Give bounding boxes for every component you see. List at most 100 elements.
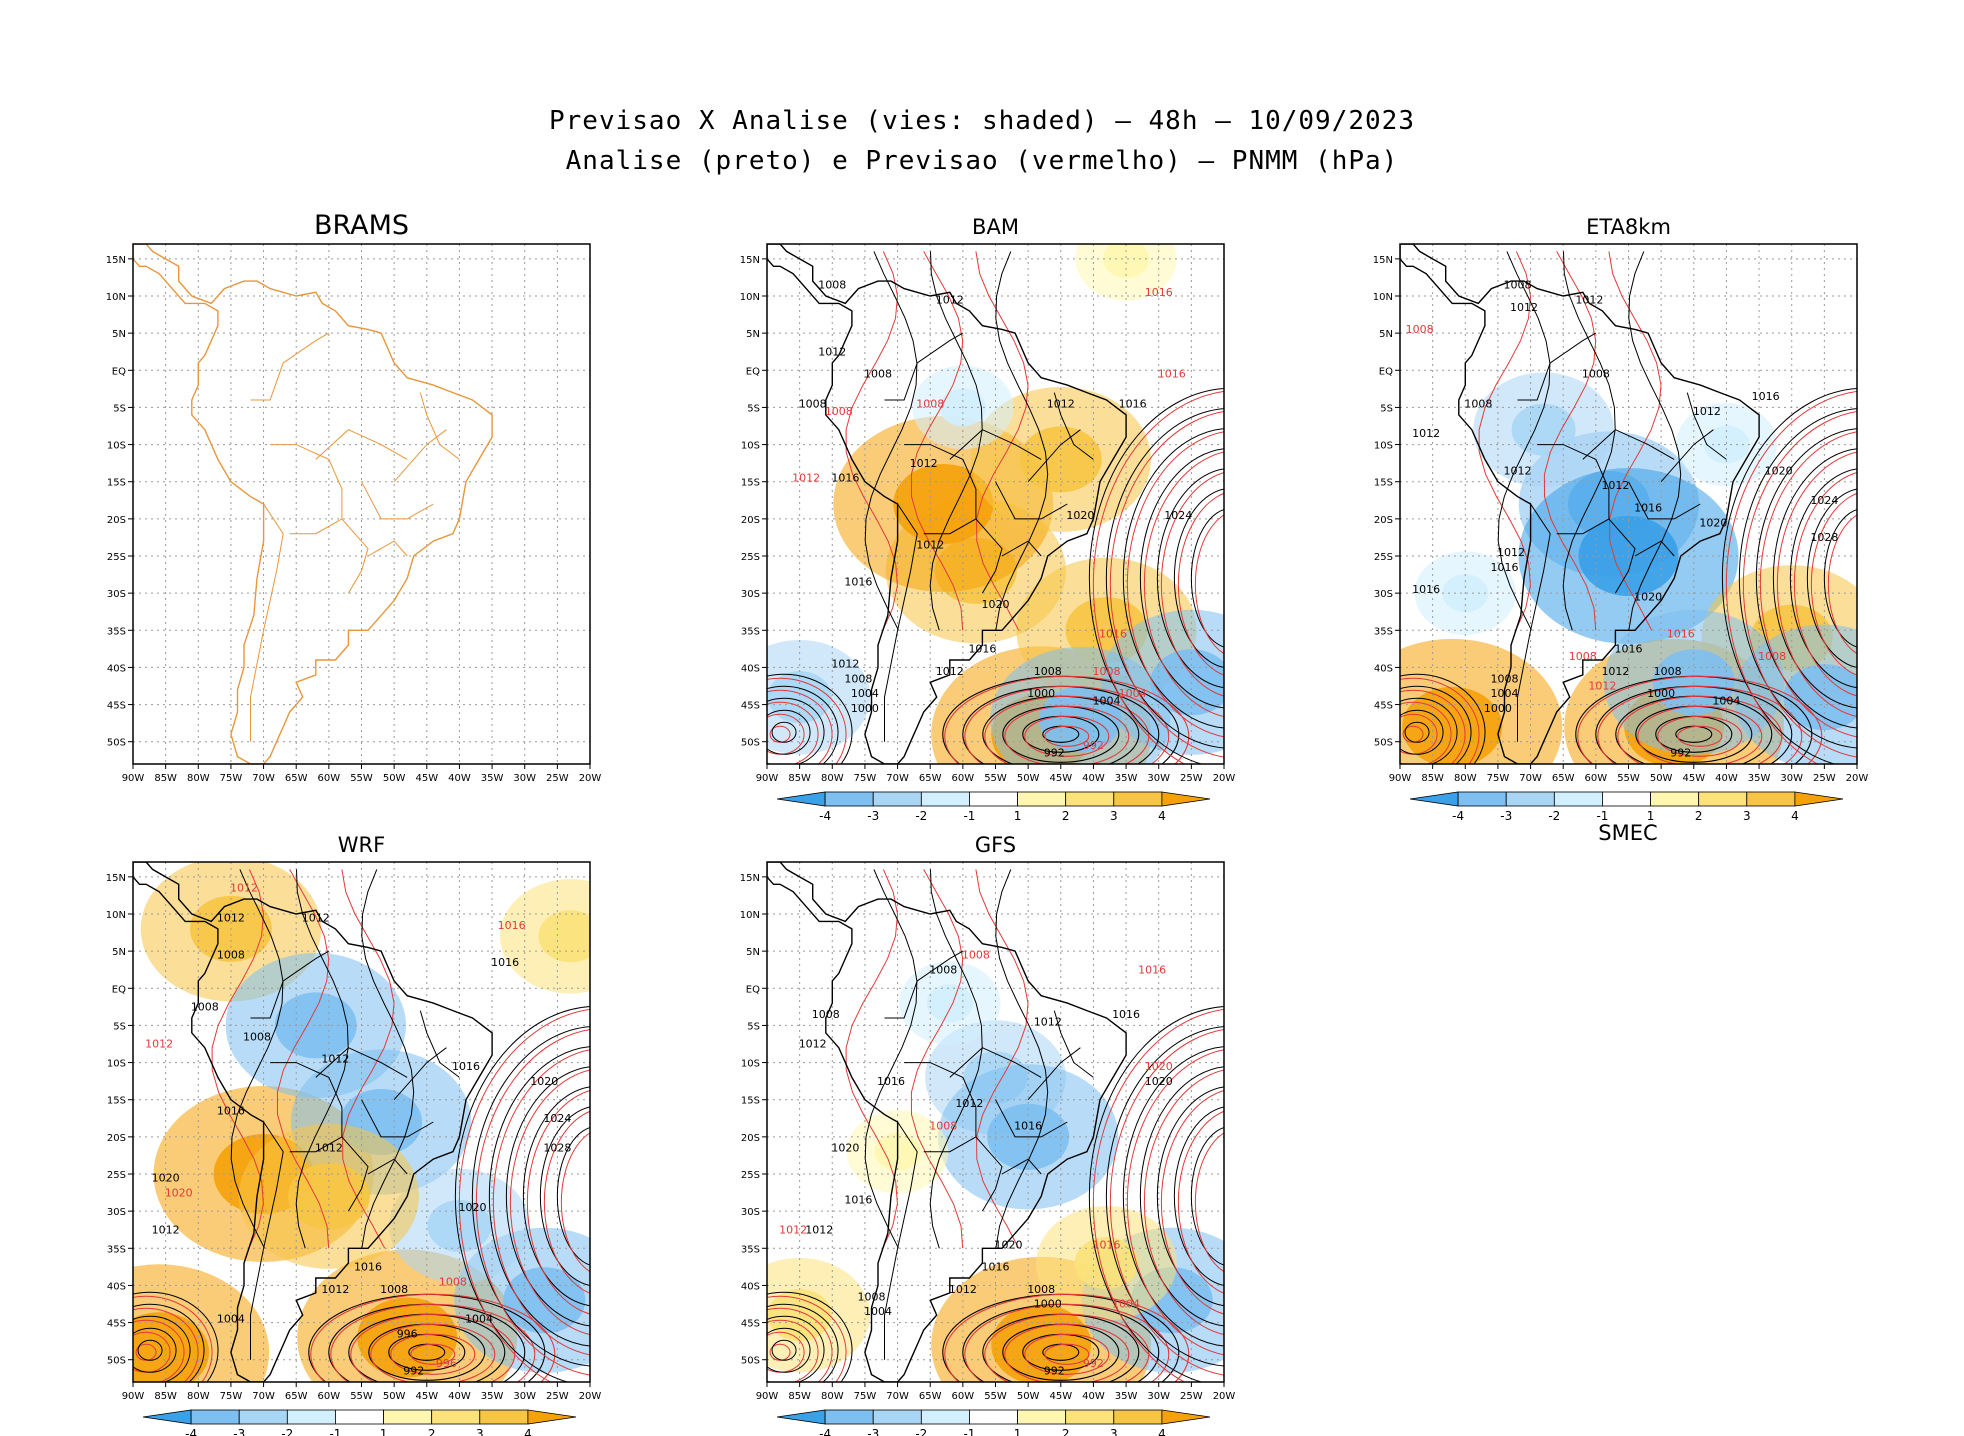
- colorbar-bin: [920, 791, 970, 807]
- coastline: [1400, 244, 1760, 764]
- y-tick-label: 45S: [107, 1319, 126, 1330]
- analysis-isobar-label: 992: [1044, 1365, 1065, 1378]
- smec-label: SMEC: [1598, 821, 1657, 845]
- forecast-isobar: [1126, 431, 1224, 738]
- forecast-isobar: [1725, 390, 1857, 764]
- country-border: [361, 481, 434, 520]
- forecast-isobar: [526, 1090, 590, 1315]
- bias-shade: [287, 1163, 370, 1230]
- colorbar-bin: [335, 1409, 384, 1425]
- analysis-isobar-label: 1008: [380, 1283, 408, 1296]
- forecast-isobar: [944, 675, 1190, 764]
- analysis-isobar-label: 1016: [1014, 1119, 1042, 1132]
- analysis-isobar-label: 1012: [1601, 479, 1629, 492]
- forecast-isobar: [1092, 390, 1224, 764]
- colorbar-bin: [286, 1409, 336, 1425]
- x-tick-label: 45W: [415, 1391, 438, 1402]
- analysis-isobar-label: 1016: [1615, 643, 1643, 656]
- analysis-isobar-label: 1028: [543, 1142, 571, 1155]
- y-tick-label: 30S: [107, 589, 126, 600]
- x-tick-label: 35W: [481, 773, 504, 784]
- panel-title: BAM: [972, 215, 1019, 239]
- analysis-isobar-label: 1000: [1647, 687, 1675, 700]
- bias-shade: [1783, 664, 1857, 731]
- y-tick-label: 15N: [740, 255, 760, 266]
- analysis-isobar-label: 1008: [929, 963, 957, 976]
- analysis-isobar-label: 1024: [1810, 494, 1838, 507]
- y-tick-label: 25S: [1374, 552, 1393, 563]
- analysis-isobar-label: 1012: [910, 457, 938, 470]
- y-tick-label: 15S: [1374, 478, 1393, 489]
- panel-brams: BRAMS 90W 85W 80W 75W 70W 65W 60W 55W 50W 45W 40W 35…: [106, 210, 602, 784]
- analysis-isobar: [133, 1291, 219, 1382]
- bias-shade: [1703, 425, 1750, 464]
- x-tick-label: 90W: [122, 1391, 145, 1402]
- analysis-isobar-label: 1012: [831, 657, 859, 670]
- forecast-isobar-label: 1008: [916, 397, 944, 410]
- y-tick-label: 10S: [107, 441, 126, 452]
- analysis-isobar: [1156, 1086, 1224, 1307]
- analysis-isobar-label: 1008: [1464, 397, 1492, 410]
- colorbar-tick-label: -2: [1548, 809, 1560, 823]
- forecast-isobar-label: 992: [1083, 1357, 1104, 1370]
- analysis-isobar-label: 1016: [877, 1075, 905, 1088]
- colorbar-tick-label: 1: [1014, 809, 1022, 823]
- x-tick-label: 75W: [1487, 773, 1510, 784]
- analysis-isobar: [539, 1106, 590, 1287]
- forecast-isobar: [1478, 251, 1532, 631]
- forecast-isobar: [1742, 411, 1857, 758]
- y-tick-label: 15N: [106, 873, 126, 884]
- analysis-isobar-label: 1012: [1510, 301, 1538, 314]
- colorbar-bin: [1017, 791, 1067, 807]
- analysis-isobar-label: 1008: [818, 279, 846, 292]
- country-border: [367, 1158, 408, 1175]
- analysis-isobar: [230, 869, 284, 1249]
- bias-shade: [1511, 403, 1576, 456]
- forecast-isobar: [1194, 1132, 1224, 1273]
- forecast-isobar: [133, 1295, 213, 1382]
- colorbar-bin: [431, 1409, 481, 1425]
- country-border: [250, 1121, 284, 1360]
- colorbar-tick-label: -2: [281, 1427, 293, 1436]
- forecast-isobar: [1577, 675, 1823, 764]
- x-tick-label: 60W: [952, 773, 975, 784]
- country-border: [393, 429, 447, 483]
- y-tick-label: 45S: [741, 701, 760, 712]
- forecast-isobar-label: 1008: [825, 405, 853, 418]
- analysis-isobar: [771, 721, 797, 743]
- forecast-isobar: [1657, 715, 1743, 757]
- y-tick-label: 15N: [106, 255, 126, 266]
- colorbar-bin: [920, 1409, 970, 1425]
- coastline: [133, 244, 493, 764]
- colorbar-bin: [969, 791, 1018, 807]
- country-border: [949, 1047, 1042, 1078]
- analysis-isobar: [995, 869, 1049, 1249]
- analysis-isobar: [1088, 388, 1224, 764]
- forecast-isobar: [1543, 251, 1597, 631]
- forecast-isobar: [492, 1049, 590, 1356]
- y-tick-label: 10S: [741, 1059, 760, 1070]
- x-tick-label: 65W: [919, 1391, 942, 1402]
- analysis-isobar: [1628, 251, 1682, 631]
- y-tick-label: 10S: [107, 1059, 126, 1070]
- y-tick-label: 30S: [1374, 589, 1393, 600]
- analysis-isobar-label: 1008: [1654, 665, 1682, 678]
- colorbar-tick-label: -1: [963, 1427, 975, 1436]
- map-area: [133, 244, 590, 764]
- y-tick-label: 5S: [747, 1021, 760, 1032]
- analysis-isobar: [454, 1006, 590, 1382]
- analysis-isobar-label: 1008: [1504, 279, 1532, 292]
- map-area: 1008 1012 1008 1012 1008 1008 1016 1012 1012 1012…: [1400, 244, 1857, 764]
- y-tick-label: EQ: [746, 984, 760, 995]
- x-tick-label: 65W: [285, 1391, 308, 1402]
- y-tick-label: 20S: [741, 515, 760, 526]
- forecast-isobar: [910, 251, 964, 631]
- colorbar-tick-label: -3: [1500, 809, 1512, 823]
- colorbar-bin: [824, 1409, 874, 1425]
- forecast-isobar: [767, 1319, 819, 1382]
- x-tick-label: 70W: [252, 1391, 275, 1402]
- analysis-isobar: [1755, 428, 1857, 729]
- bias-shade: [274, 992, 357, 1059]
- forecast-isobar: [1793, 472, 1857, 697]
- colorbar-tick-label: -1: [329, 1427, 341, 1436]
